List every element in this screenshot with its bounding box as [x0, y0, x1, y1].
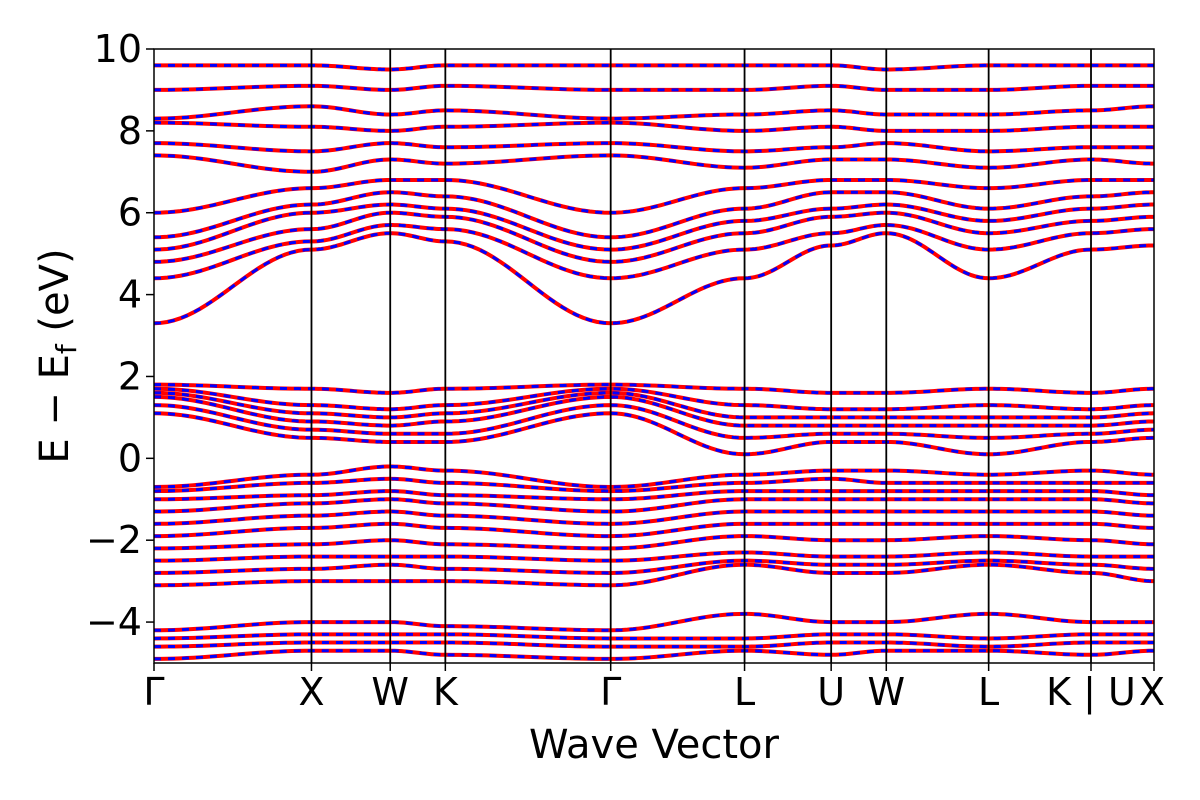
y-tick-label: −2	[86, 518, 142, 562]
y-tick-label: 6	[118, 191, 142, 235]
band-line-blue-dashed	[154, 395, 1154, 428]
band-line-blue-dashed	[154, 391, 1154, 419]
x-tick-label: Γ	[143, 670, 164, 714]
x-axis-title: Wave Vector	[529, 722, 780, 768]
y-tick-label: 2	[118, 354, 142, 398]
y-tick-label: −4	[86, 600, 142, 644]
y-axis-title-subscript: f	[50, 343, 83, 354]
y-tick-label: 8	[118, 109, 142, 153]
x-tick-label: X	[1139, 670, 1165, 714]
band-line-blue-dashed	[154, 223, 1154, 280]
x-tick-label: K | U	[1046, 670, 1136, 715]
y-tick-label: 0	[118, 436, 142, 480]
x-tick-label: K	[433, 670, 459, 714]
y-axis: 10 8 6 4 2 0 −2 −4	[86, 27, 154, 644]
x-tick-label: X	[298, 670, 324, 714]
x-tick-label: L	[734, 670, 755, 714]
kpoint-lines-layer	[310, 49, 1092, 663]
y-tick-label: 4	[118, 273, 142, 317]
x-tick-label: L	[978, 670, 999, 714]
y-tick-label: 10	[94, 27, 142, 71]
plot-frame	[153, 48, 1155, 664]
y-axis-title: E − Ef (eV)	[32, 248, 83, 463]
x-tick-label: U	[817, 670, 845, 714]
band-line-blue-dashed	[154, 178, 1154, 215]
x-tick-label: W	[867, 670, 905, 714]
x-tick-label: W	[371, 670, 409, 714]
y-axis-title-main: E − E	[32, 354, 78, 464]
y-axis-title-unit: (eV)	[32, 248, 78, 344]
x-tick-label: Γ	[600, 670, 621, 714]
band-line-blue-dashed	[154, 403, 1154, 440]
